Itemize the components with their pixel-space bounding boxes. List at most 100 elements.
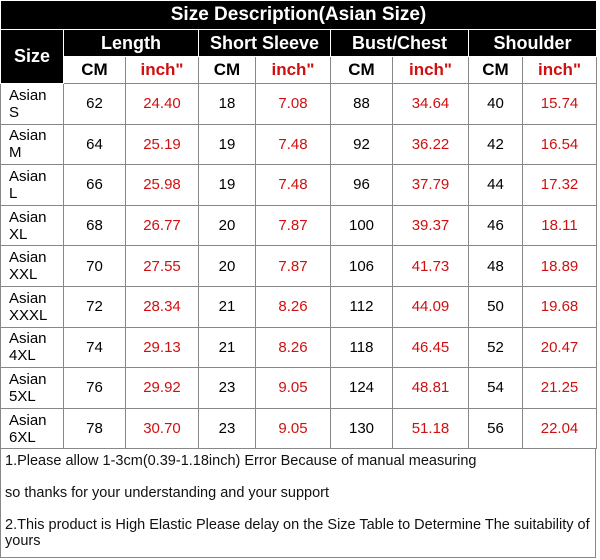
data-row: Asian XXXL 72 28.34 21 8.26 112 44.09 50 19.68	[0, 285, 598, 328]
data-row: Asian L 66 25.98 19 7.48 96 37.79 44 17.32	[0, 164, 598, 206]
measure-cell: 24.40	[125, 83, 199, 125]
measure-cell: 70	[63, 245, 126, 287]
column-header: Size	[0, 29, 64, 84]
measure-cell: 20.47	[521, 326, 598, 369]
header-row: Size Length Short Sleeve Bust/Chest Shoulder	[0, 29, 598, 84]
data-row: Asian 6XL 78 30.70 23 9.05 130 51.18 56 22.04	[0, 407, 598, 450]
measure-cell: 9.05	[255, 407, 331, 450]
unit-header: CM	[198, 56, 256, 84]
column-header: Length	[63, 29, 199, 57]
unit-header: inch"	[255, 56, 331, 84]
measure-cell: 100	[330, 204, 393, 247]
measure-cell: 96	[330, 164, 393, 206]
unit-header: CM	[468, 56, 523, 84]
note: 2.This product is High Elastic Please de…	[5, 517, 590, 550]
table-title: Size Description(Asian Size)	[0, 0, 598, 30]
measure-cell: 25.19	[125, 123, 199, 166]
size-cell: Asian S	[0, 83, 64, 125]
measure-cell: 18	[198, 83, 256, 125]
measure-cell: 64	[63, 123, 126, 166]
data-row: Asian M 64 25.19 19 7.48 92 36.22 42 16.54	[0, 123, 598, 166]
measure-cell: 106	[330, 245, 393, 287]
size-cell: Asian XL	[0, 204, 64, 247]
size-cell: Asian L	[0, 164, 64, 206]
column-header: Short Sleeve	[198, 29, 331, 57]
measure-cell: 50	[468, 285, 523, 328]
measure-cell: 92	[330, 123, 393, 166]
measure-cell: 52	[468, 326, 523, 369]
measure-cell: 74	[63, 326, 126, 369]
measure-cell: 88	[330, 83, 393, 125]
size-cell: Asian 6XL	[0, 407, 64, 450]
measure-cell: 68	[63, 204, 126, 247]
measure-cell: 76	[63, 367, 126, 409]
measure-cell: 112	[330, 285, 393, 328]
measure-cell: 8.26	[255, 326, 331, 369]
column-header: Bust/Chest	[330, 29, 469, 57]
size-cell: Asian 4XL	[0, 326, 64, 369]
measure-cell: 7.87	[255, 204, 331, 247]
measure-cell: 36.22	[392, 123, 469, 166]
measure-cell: 19	[198, 164, 256, 206]
data-row: Asian XL 68 26.77 20 7.87 100 39.37 46 18.11	[0, 204, 598, 247]
size-cell: Asian 5XL	[0, 367, 64, 409]
title-row: Size Description(Asian Size)	[0, 0, 598, 30]
notes: 1.Please allow 1-3cm(0.39-1.18inch) Erro…	[0, 449, 596, 559]
measure-cell: 48.81	[392, 367, 469, 409]
measure-cell: 23	[198, 367, 256, 409]
measure-cell: 44.09	[392, 285, 469, 328]
measure-cell: 7.48	[255, 123, 331, 166]
measure-cell: 118	[330, 326, 393, 369]
measure-cell: 72	[63, 285, 126, 328]
measure-cell: 22.04	[521, 407, 598, 450]
measure-cell: 54	[468, 367, 523, 409]
measure-cell: 124	[330, 367, 393, 409]
measure-cell: 20	[198, 204, 256, 247]
measure-cell: 56	[468, 407, 523, 450]
measure-cell: 62	[63, 83, 126, 125]
measure-cell: 29.92	[125, 367, 199, 409]
measure-cell: 40	[468, 83, 523, 125]
measure-cell: 34.64	[392, 83, 469, 125]
measure-cell: 25.98	[125, 164, 199, 206]
measure-cell: 51.18	[392, 407, 469, 450]
measure-cell: 21	[198, 326, 256, 369]
size-cell: Asian XXXL	[0, 285, 64, 328]
measure-cell: 28.34	[125, 285, 199, 328]
measure-cell: 17.32	[521, 164, 598, 206]
size-table: Size Description(Asian Size) Size Length Sh…	[0, 0, 598, 450]
size-cell: Asian M	[0, 123, 64, 166]
measure-cell: 41.73	[392, 245, 469, 287]
measure-cell: 19	[198, 123, 256, 166]
measure-cell: 9.05	[255, 367, 331, 409]
measure-cell: 130	[330, 407, 393, 450]
unit-header: inch"	[392, 56, 469, 84]
measure-cell: 29.13	[125, 326, 199, 369]
note: so thanks for your understanding and you…	[5, 485, 330, 502]
measure-cell: 7.48	[255, 164, 331, 206]
measure-cell: 66	[63, 164, 126, 206]
measure-cell: 39.37	[392, 204, 469, 247]
data-row: Asian XXL 70 27.55 20 7.87 106 41.73 48 18.89	[0, 245, 598, 287]
size-cell: Asian XXL	[0, 245, 64, 287]
measure-cell: 78	[63, 407, 126, 450]
measure-cell: 26.77	[125, 204, 199, 247]
measure-cell: 18.89	[521, 245, 598, 287]
data-row: Asian S 62 24.40 18 7.08 88 34.64 40 15.74	[0, 83, 598, 125]
measure-cell: 15.74	[521, 83, 598, 125]
measure-cell: 18.11	[521, 204, 598, 247]
unit-header: CM	[63, 56, 126, 84]
unit-header: CM	[330, 56, 393, 84]
data-row: Asian 5XL 76 29.92 23 9.05 124 48.81 54 21.25	[0, 367, 598, 409]
data-row: Asian 4XL 74 29.13 21 8.26 118 46.45 52 20.47	[0, 326, 598, 369]
measure-cell: 37.79	[392, 164, 469, 206]
measure-cell: 16.54	[521, 123, 598, 166]
measure-cell: 27.55	[125, 245, 199, 287]
measure-cell: 7.08	[255, 83, 331, 125]
unit-header: inch"	[521, 56, 598, 84]
measure-cell: 7.87	[255, 245, 331, 287]
note: 1.Please allow 1-3cm(0.39-1.18inch) Erro…	[5, 453, 477, 470]
measure-cell: 46.45	[392, 326, 469, 369]
